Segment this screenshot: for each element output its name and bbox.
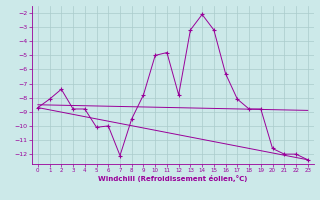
X-axis label: Windchill (Refroidissement éolien,°C): Windchill (Refroidissement éolien,°C) — [98, 175, 247, 182]
